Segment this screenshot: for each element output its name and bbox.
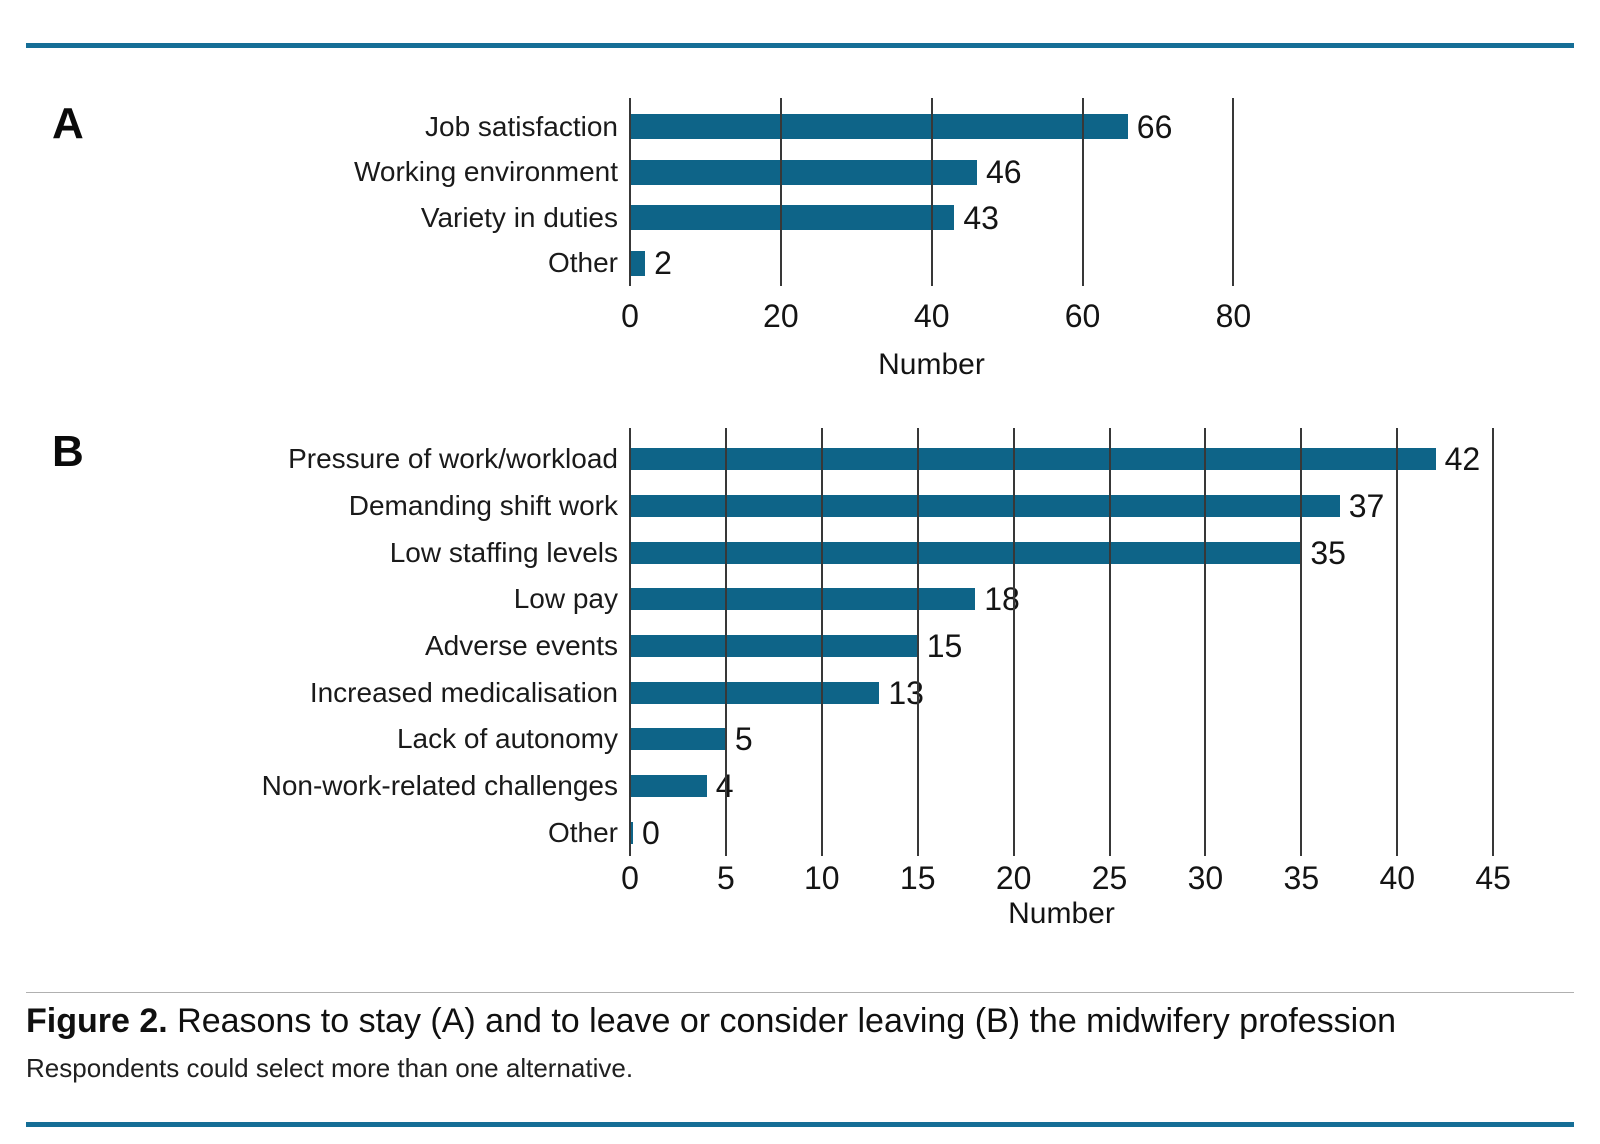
x-tick-label: 25	[1091, 860, 1128, 896]
bar-row: 15	[630, 623, 1520, 670]
bottom-divider	[26, 1122, 1574, 1127]
bar-increased-medicalisation	[630, 681, 880, 704]
chart-a-category-labels: Job satisfaction Working environment Varie…	[26, 104, 618, 286]
bar-value-label: 18	[984, 581, 1020, 618]
chart-a-x-axis-label: Number	[878, 348, 985, 381]
caption-divider	[26, 992, 1574, 993]
top-divider	[26, 43, 1574, 48]
category-label: Job satisfaction	[425, 110, 618, 142]
figure-caption: Figure 2. Reasons to stay (A) and to lea…	[26, 1000, 1396, 1043]
x-tick-label: 30	[1187, 860, 1224, 896]
bar-value-label: 2	[654, 245, 672, 282]
x-tick-label: 40	[1379, 860, 1416, 896]
bar-lack-of-autonomy	[630, 728, 726, 751]
bar-value-label: 42	[1444, 441, 1481, 478]
bar-value-label: 66	[1136, 108, 1173, 145]
bar-row: 5	[630, 716, 1520, 763]
bar-row: 37	[630, 483, 1520, 530]
chart-a-x-ticks: 0 20 40 60 80	[621, 298, 1520, 336]
category-label: Adverse events	[425, 630, 618, 662]
category-label: Variety in duties	[420, 201, 618, 233]
bar-value-label: 13	[888, 674, 924, 711]
bar-value-label: 4	[715, 768, 734, 805]
category-label: Increased medicalisation	[309, 676, 618, 708]
x-tick-label: 60	[1064, 298, 1101, 334]
bar-row: 35	[630, 529, 1520, 576]
x-tick-label: 45	[1475, 860, 1511, 896]
category-label: Demanding shift work	[348, 490, 618, 521]
bar-adverse-events	[630, 635, 918, 658]
bar-value-label: 15	[926, 628, 963, 665]
figure-caption-label: Figure 2.	[26, 1002, 168, 1040]
chart-a-plot-area: 66 46 43 2	[629, 98, 1520, 286]
bar-row: 4	[630, 763, 1520, 810]
x-tick-label: 80	[1215, 298, 1252, 334]
bar-value-label: 0	[642, 814, 660, 851]
bar-row: 66	[630, 104, 1520, 150]
bar-variety-in-duties	[630, 205, 955, 231]
x-tick-label: 15	[899, 860, 936, 896]
bar-value-label: 46	[985, 154, 1022, 191]
chart-b-plot-area: 42 37 35 18 15 13 5 4 0	[629, 428, 1520, 856]
chart-b-x-ticks: 0 5 10 15 20 25 30 35 40 45	[621, 860, 1520, 898]
bar-value-label: 35	[1310, 534, 1346, 571]
bar-row: 2	[630, 241, 1520, 287]
bar-row: 13	[630, 669, 1520, 716]
bar-row: 42	[630, 436, 1520, 483]
category-label: Non-work-related challenges	[261, 770, 618, 802]
category-label: Lack of autonomy	[396, 723, 618, 755]
category-label: Other	[547, 247, 618, 279]
x-tick-label: 35	[1283, 860, 1320, 896]
category-label: Low staffing levels	[389, 536, 618, 568]
bar-value-label: 5	[734, 721, 753, 758]
bar-job-satisfaction	[630, 114, 1128, 140]
x-tick-label: 0	[621, 298, 639, 334]
category-label: Other	[547, 816, 618, 848]
x-tick-label: 10	[804, 860, 840, 896]
bar-other	[630, 250, 646, 276]
bar-other	[630, 821, 633, 844]
category-label: Low pay	[513, 583, 618, 615]
bar-pressure-of-work-workload	[630, 448, 1436, 471]
figure-caption-text: Reasons to stay (A) and to leave or cons…	[167, 1002, 1397, 1040]
bar-low-staffing-levels	[630, 541, 1302, 564]
bar-non-work-related-challenges	[630, 775, 707, 798]
chart-b-x-axis-label: Number	[1008, 897, 1115, 930]
panel-label-a: A	[52, 99, 84, 148]
bar-row: 46	[630, 150, 1520, 196]
category-label: Working environment	[353, 156, 618, 188]
bar-row: 43	[630, 195, 1520, 241]
x-tick-label: 0	[621, 860, 639, 896]
x-tick-label: 20	[995, 860, 1032, 896]
bar-low-pay	[630, 588, 976, 611]
bar-demanding-shift-work	[630, 495, 1340, 517]
panel-label-b: B	[52, 427, 84, 476]
bar-row: 0	[630, 809, 1520, 856]
chart-a-bars: 66 46 43 2	[630, 104, 1520, 286]
chart-b-bars: 42 37 35 18 15 13 5 4 0	[630, 436, 1520, 856]
bar-value-label: 43	[963, 199, 999, 236]
x-tick-label: 5	[716, 860, 735, 896]
bar-working-environment	[630, 159, 977, 185]
bar-value-label: 37	[1348, 488, 1385, 524]
chart-b-category-labels: Pressure of work/workload Demanding shift…	[26, 436, 618, 856]
figure-subcaption: Respondents could select more than one a…	[26, 1053, 634, 1083]
category-label: Pressure of work/workload	[288, 443, 618, 475]
x-tick-label: 20	[763, 298, 799, 334]
bar-row: 18	[630, 576, 1520, 623]
x-tick-label: 40	[913, 298, 950, 334]
